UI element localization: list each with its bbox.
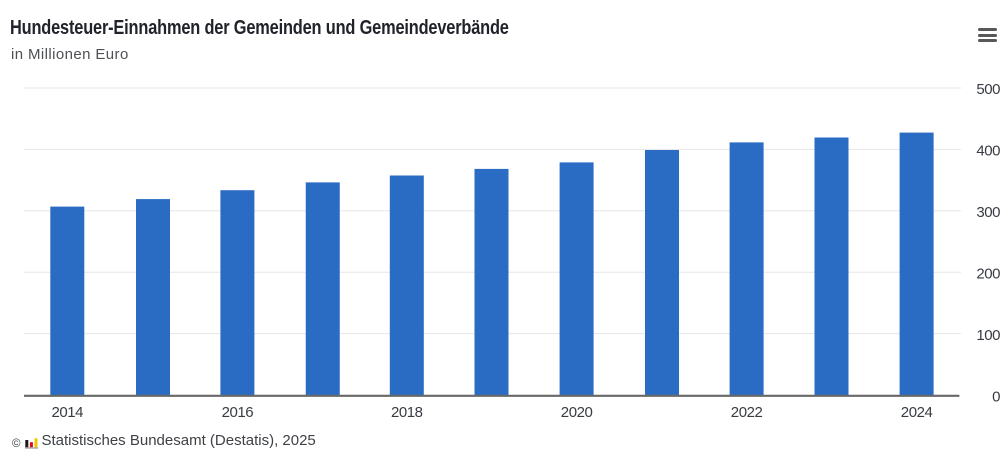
svg-text:400: 400 xyxy=(976,143,1000,160)
svg-text:2016: 2016 xyxy=(222,404,254,421)
svg-text:0: 0 xyxy=(992,388,1000,405)
svg-text:2014: 2014 xyxy=(52,404,84,421)
svg-text:2020: 2020 xyxy=(561,404,593,421)
svg-text:500: 500 xyxy=(976,81,1000,98)
svg-text:200: 200 xyxy=(976,265,1000,282)
svg-text:2022: 2022 xyxy=(731,404,763,421)
svg-text:2024: 2024 xyxy=(901,404,933,421)
svg-text:100: 100 xyxy=(976,327,1000,344)
svg-text:2018: 2018 xyxy=(391,404,423,421)
svg-text:300: 300 xyxy=(976,204,1000,221)
